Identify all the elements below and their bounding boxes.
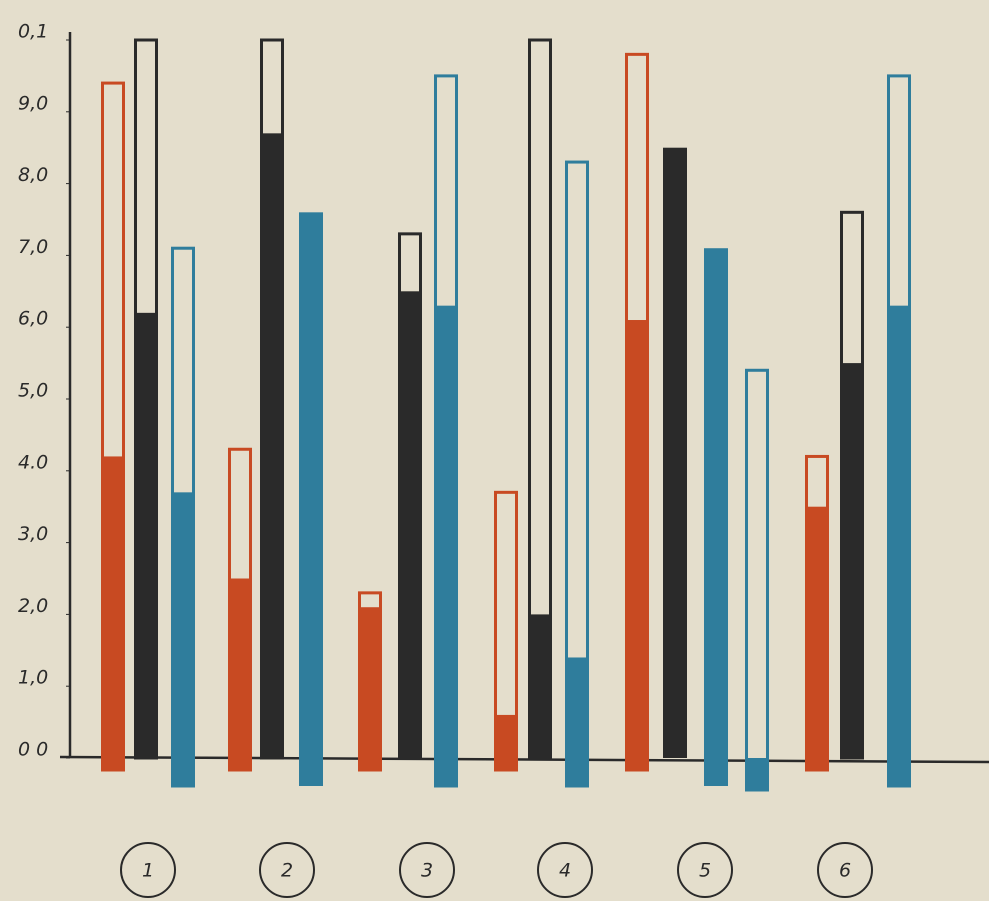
y-tick-label: 4.0: [18, 451, 48, 473]
bar: [663, 147, 687, 758]
y-tick-label: 2,0: [18, 595, 48, 617]
bar: [565, 657, 589, 786]
x-tick-label: 3: [421, 860, 433, 882]
bar: [171, 492, 195, 786]
x-tick-label: 6: [839, 860, 851, 882]
category-circle: [817, 842, 873, 898]
bar: [434, 305, 458, 786]
bar: [299, 212, 323, 786]
y-tick-label: 0,1: [18, 21, 48, 43]
y-tick-label: 5,0: [18, 380, 48, 402]
y-tick-label: 6,0: [18, 308, 48, 330]
bar: [840, 363, 864, 758]
y-tick-label: 9,0: [18, 92, 48, 114]
category-circle: [677, 842, 733, 898]
bar: [101, 456, 125, 770]
bar: [358, 607, 382, 770]
x-tick-label: 1: [142, 860, 154, 882]
bar: [134, 312, 158, 758]
x-tick-label: 2: [281, 860, 293, 882]
category-circle: [537, 842, 593, 898]
bar: [887, 305, 911, 786]
bar: [528, 614, 552, 758]
bar: [398, 291, 422, 758]
x-tick-label: 4: [559, 860, 571, 882]
bar: [494, 714, 518, 770]
bar: [625, 320, 649, 770]
x-axis: [59, 755, 989, 764]
y-tick-label: 3,0: [18, 523, 48, 545]
bar: [228, 578, 252, 770]
bar: [805, 506, 829, 770]
y-tick-label: 1,0: [18, 667, 48, 689]
y-tick-label: 7,0: [18, 236, 48, 258]
x-tick-label: 5: [699, 860, 711, 882]
y-tick-label: 0 0: [18, 739, 48, 761]
bar: [260, 133, 284, 759]
y-tick-label: 8,0: [18, 164, 48, 186]
category-circle: [259, 842, 315, 898]
bar: [745, 758, 769, 790]
bar: [704, 248, 728, 787]
category-circle: [120, 842, 176, 898]
category-circle: [399, 842, 455, 898]
